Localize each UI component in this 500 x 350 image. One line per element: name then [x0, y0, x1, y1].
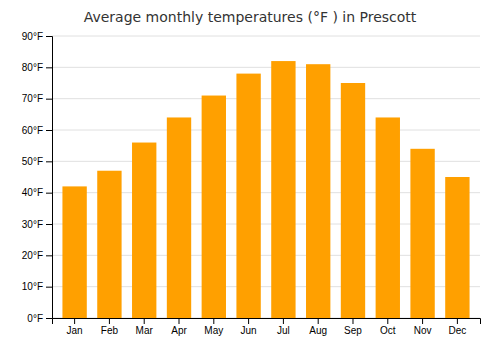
- tick-mark: [46, 67, 52, 68]
- tick-mark: [46, 36, 52, 37]
- y-axis: 0°F 10°F 20°F 30°F 40°F 50°F 60°F 70°F 80°F 90°F: [22, 31, 53, 324]
- bar: [132, 143, 156, 318]
- y-tick-label: 70°F: [22, 93, 43, 104]
- tick-mark: [46, 99, 52, 100]
- grid: [52, 36, 480, 318]
- x-tick-label: Jun: [241, 325, 257, 336]
- axis-line: [53, 319, 481, 325]
- tick-mark: [46, 287, 52, 288]
- bar: [202, 96, 226, 318]
- y-tick: 30°F: [22, 219, 52, 230]
- x-tick: Dec: [448, 318, 466, 336]
- tick-mark: [352, 318, 353, 324]
- tick-mark: [46, 130, 52, 131]
- bar: [236, 74, 260, 318]
- x-tick-label: Feb: [101, 325, 119, 336]
- bar: [97, 171, 121, 318]
- x-tick: May: [204, 318, 223, 336]
- x-tick-label: May: [204, 325, 223, 336]
- bar: [410, 149, 434, 318]
- y-tick: 0°F: [27, 313, 52, 324]
- x-tick: Apr: [171, 318, 187, 336]
- x-tick: Jan: [67, 318, 83, 336]
- x-tick: Sep: [344, 318, 362, 336]
- grid-line: [52, 67, 480, 68]
- bar: [445, 177, 469, 318]
- plot: Jan Feb Mar Apr May Jun Jul Aug Sep Oct Nov Dec 0°F 1…: [22, 31, 481, 336]
- tick-mark: [213, 318, 214, 324]
- y-tick-label: 80°F: [22, 62, 43, 73]
- tick-mark: [46, 224, 52, 225]
- tick-mark: [248, 318, 249, 324]
- y-tick: 70°F: [22, 93, 52, 104]
- bar: [306, 64, 330, 318]
- x-tick: Oct: [380, 318, 396, 336]
- chart: Jan Feb Mar Apr May Jun Jul Aug Sep Oct Nov Dec 0°F 1…: [0, 0, 500, 350]
- y-tick: 20°F: [22, 250, 52, 261]
- y-tick-label: 0°F: [27, 313, 43, 324]
- title: Average monthly temperatures (°F ) in Pr…: [84, 9, 417, 25]
- x-tick-label: Jan: [67, 325, 83, 336]
- bar: [341, 83, 365, 318]
- tick-mark: [74, 318, 75, 324]
- tick-mark: [283, 318, 284, 324]
- x-tick-label: Aug: [309, 325, 327, 336]
- y-tick-label: 50°F: [22, 156, 43, 167]
- x-tick: Jul: [277, 318, 290, 336]
- bars: [62, 61, 469, 318]
- x-tick-label: Jul: [277, 325, 290, 336]
- grid-line: [52, 98, 480, 99]
- tick-mark: [46, 161, 52, 162]
- y-tick-label: 20°F: [22, 250, 43, 261]
- x-tick-label: Oct: [380, 325, 396, 336]
- y-tick: 50°F: [22, 156, 52, 167]
- tick-mark: [46, 318, 52, 319]
- tick-mark: [144, 318, 145, 324]
- y-tick: 10°F: [22, 281, 52, 292]
- bar: [376, 117, 400, 318]
- x-tick: Feb: [101, 318, 119, 336]
- tick-mark: [109, 318, 110, 324]
- y-tick-label: 10°F: [22, 281, 43, 292]
- tick-mark: [422, 318, 423, 324]
- axis-line: [46, 37, 53, 319]
- tick-mark: [179, 318, 180, 324]
- y-tick-label: 60°F: [22, 125, 43, 136]
- grid-line: [52, 36, 480, 37]
- y-tick-label: 30°F: [22, 219, 43, 230]
- tick-mark: [457, 318, 458, 324]
- tick-mark: [387, 318, 388, 324]
- bar: [271, 61, 295, 318]
- bar: [62, 186, 86, 318]
- x-tick: Mar: [136, 318, 154, 336]
- y-tick: 80°F: [22, 62, 52, 73]
- x-tick-label: Sep: [344, 325, 362, 336]
- x-tick-label: Apr: [171, 325, 187, 336]
- y-tick: 90°F: [22, 31, 52, 42]
- grid-line: [52, 130, 480, 131]
- tick-mark: [318, 318, 319, 324]
- tick-mark: [46, 193, 52, 194]
- x-tick-label: Mar: [136, 325, 154, 336]
- y-tick-label: 40°F: [22, 187, 43, 198]
- x-axis: Jan Feb Mar Apr May Jun Jul Aug Sep Oct Nov Dec: [53, 318, 481, 336]
- x-tick-label: Nov: [414, 325, 432, 336]
- tick-mark: [46, 255, 52, 256]
- x-tick: Nov: [414, 318, 432, 336]
- x-tick: Jun: [241, 318, 257, 336]
- y-tick-label: 90°F: [22, 31, 43, 42]
- y-tick: 60°F: [22, 125, 52, 136]
- x-tick-label: Dec: [448, 325, 466, 336]
- bar: [167, 117, 191, 318]
- y-tick: 40°F: [22, 187, 52, 198]
- x-tick: Aug: [309, 318, 327, 336]
